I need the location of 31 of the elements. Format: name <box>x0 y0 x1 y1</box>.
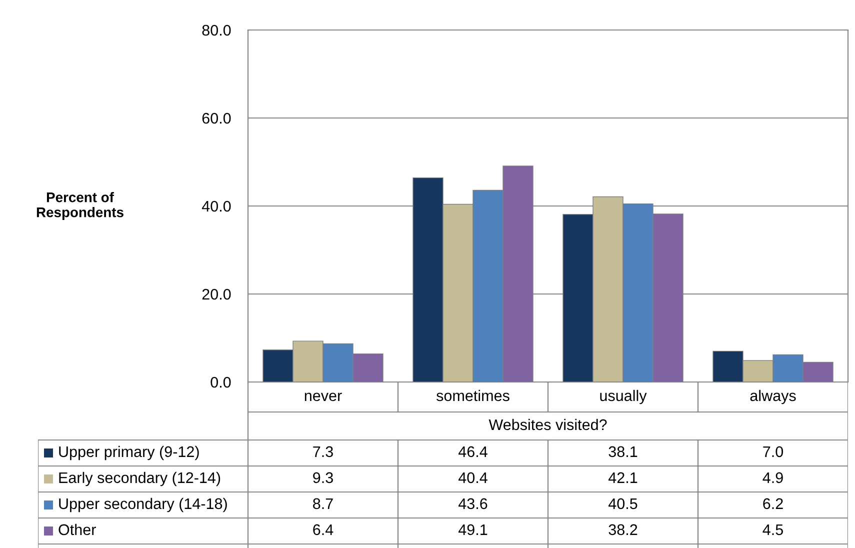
x-tick-label: sometimes <box>436 390 510 402</box>
data-label: 7.3 <box>313 446 333 458</box>
x-axis-title: Websites visited? <box>488 418 607 430</box>
y-tick-label: 0.0 <box>210 376 231 388</box>
data-label: 38.2 <box>608 524 638 536</box>
data-label: 42.1 <box>608 472 638 483</box>
data-label: 4.5 <box>762 524 783 536</box>
x-tick-label: always <box>750 390 796 404</box>
legend-label: Other <box>58 524 96 536</box>
x-tick-label: usually <box>600 390 647 404</box>
data-label: 46.4 <box>458 446 488 458</box>
data-label: 4.9 <box>762 472 783 484</box>
legend-label: Upper primary (9-12) <box>59 446 199 460</box>
data-label: 9.3 <box>313 472 333 484</box>
y-tick-label: 20.0 <box>202 288 231 300</box>
y-tick-label: 40.0 <box>202 200 231 212</box>
data-label: 40.4 <box>458 472 488 484</box>
data-label: 38.1 <box>608 446 638 458</box>
data-label: 43.6 <box>458 498 488 510</box>
y-tick-label: 60.0 <box>202 112 231 124</box>
legend-label: Upper secondary (14-18) <box>59 498 227 512</box>
legend-label: Early secondary (12-14) <box>59 472 220 486</box>
data-label: 49.1 <box>458 524 488 536</box>
data-label: 6.4 <box>313 524 334 536</box>
data-label: 6.2 <box>763 498 783 510</box>
data-label: 8.7 <box>313 498 333 510</box>
y-tick-label: 80.0 <box>202 24 231 36</box>
data-label: 40.5 <box>608 498 638 510</box>
text: Percent of Respondents <box>36 192 124 220</box>
x-tick-label: never <box>304 392 342 402</box>
data-label: 7.0 <box>763 446 784 458</box>
